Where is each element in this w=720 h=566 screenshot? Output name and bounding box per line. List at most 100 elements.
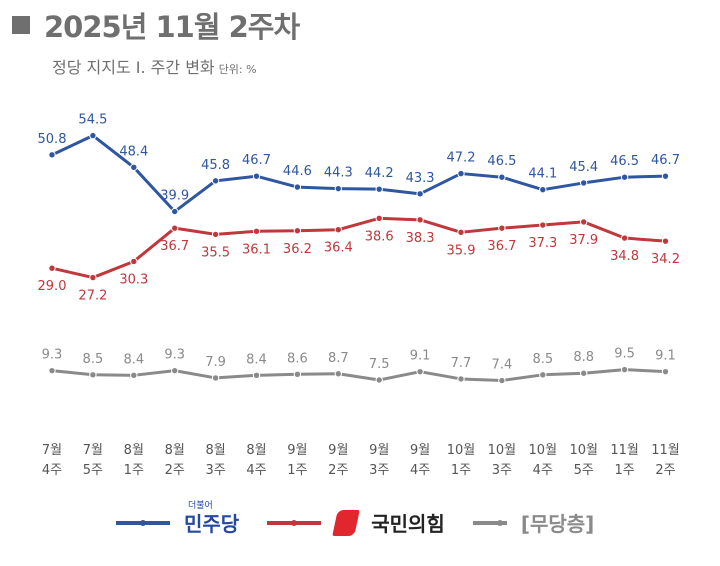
data-point bbox=[130, 257, 138, 266]
x-tick-label-week: 1주 bbox=[451, 463, 471, 478]
data-point bbox=[211, 177, 220, 185]
data-label: 36.4 bbox=[324, 241, 353, 256]
data-label: 50.8 bbox=[38, 132, 67, 147]
x-tick-label-month: 10월 bbox=[488, 443, 517, 458]
data-label: 46.5 bbox=[610, 154, 639, 169]
data-point bbox=[661, 237, 670, 245]
x-tick-label-week: 4주 bbox=[246, 463, 266, 478]
legend-line-ppp bbox=[267, 519, 322, 526]
square-bullet-icon bbox=[12, 16, 30, 34]
data-point bbox=[375, 214, 383, 222]
x-tick-label-week: 4주 bbox=[410, 463, 430, 478]
data-point bbox=[416, 367, 424, 376]
data-label: 44.2 bbox=[365, 166, 394, 181]
data-label: 8.8 bbox=[573, 350, 594, 365]
data-label: 44.1 bbox=[528, 167, 557, 182]
data-label: 27.2 bbox=[78, 289, 107, 304]
data-point bbox=[171, 224, 179, 232]
legend: 더불어 민주당 국민의힘 [무당층] bbox=[116, 501, 612, 537]
data-point bbox=[416, 216, 424, 224]
data-point bbox=[130, 371, 138, 380]
legend-label-none: [무당층] bbox=[520, 512, 595, 536]
series-line-1 bbox=[51, 216, 666, 280]
series-line-2 bbox=[51, 368, 666, 383]
data-point bbox=[580, 369, 588, 377]
x-tick-label-month: 10월 bbox=[569, 443, 598, 458]
series-line-0 bbox=[51, 134, 666, 214]
data-point bbox=[661, 367, 670, 376]
data-label: 29.0 bbox=[38, 279, 67, 294]
legend-line-none bbox=[472, 519, 507, 526]
data-point bbox=[89, 131, 97, 140]
x-tick-label-week: 2주 bbox=[655, 463, 675, 478]
data-label: 35.9 bbox=[447, 243, 476, 258]
data-label: 54.5 bbox=[78, 113, 107, 128]
x-tick-label-week: 2주 bbox=[165, 463, 185, 478]
data-label: 34.2 bbox=[651, 252, 680, 267]
x-tick-label-week: 3주 bbox=[492, 463, 512, 478]
data-point bbox=[620, 365, 629, 374]
data-point bbox=[661, 172, 670, 180]
data-point bbox=[620, 173, 629, 181]
data-point bbox=[293, 370, 302, 378]
data-label: 7.5 bbox=[369, 357, 390, 372]
data-point bbox=[375, 185, 383, 193]
data-label: 35.5 bbox=[201, 245, 230, 260]
data-point bbox=[539, 185, 547, 194]
data-point bbox=[293, 183, 302, 191]
x-tick-label-month: 9월 bbox=[287, 443, 307, 458]
data-label: 43.3 bbox=[406, 171, 435, 186]
data-point bbox=[48, 151, 56, 159]
data-point bbox=[580, 218, 588, 226]
data-label: 46.7 bbox=[651, 153, 680, 168]
data-point bbox=[498, 173, 506, 181]
data-label: 9.1 bbox=[410, 349, 431, 364]
data-label: 7.9 bbox=[205, 355, 226, 370]
data-label: 34.8 bbox=[610, 249, 639, 264]
legend-line-dem bbox=[116, 519, 170, 526]
data-label: 9.3 bbox=[42, 348, 63, 363]
data-point bbox=[89, 273, 97, 282]
data-label: 47.2 bbox=[447, 151, 476, 166]
title-text: 2025년 11월 2주차 bbox=[44, 10, 300, 44]
data-point bbox=[211, 230, 220, 239]
x-tick-label-month: 9월 bbox=[369, 443, 389, 458]
data-point bbox=[498, 376, 506, 385]
data-label: 37.9 bbox=[569, 233, 598, 248]
data-label: 8.6 bbox=[287, 351, 308, 366]
x-tick-label-month: 11월 bbox=[610, 443, 639, 458]
data-label: 8.4 bbox=[246, 352, 267, 367]
x-tick-label-month: 10월 bbox=[529, 443, 558, 458]
data-point bbox=[130, 163, 138, 172]
x-tick-label-week: 4주 bbox=[533, 463, 553, 478]
data-point bbox=[539, 221, 547, 229]
x-tick-label-week: 2주 bbox=[328, 463, 348, 478]
data-label: 36.1 bbox=[242, 242, 271, 257]
x-tick-label-month: 9월 bbox=[410, 443, 430, 458]
subtitle-text: 정당 지지도 Ⅰ. 주간 변화 bbox=[52, 58, 215, 77]
data-label: 9.3 bbox=[164, 348, 185, 363]
x-tick-label-month: 7월 bbox=[42, 443, 62, 458]
data-point bbox=[293, 227, 302, 235]
subtitle: 정당 지지도 Ⅰ. 주간 변화 단위: % bbox=[52, 54, 257, 78]
data-label: 7.4 bbox=[492, 358, 513, 373]
x-tick-label-week: 3주 bbox=[369, 463, 389, 478]
data-point bbox=[252, 371, 261, 380]
legend-label-ppp: 국민의힘 bbox=[371, 512, 445, 536]
data-point bbox=[620, 234, 629, 242]
data-label: 36.7 bbox=[487, 239, 516, 254]
data-label: 30.3 bbox=[119, 272, 148, 287]
data-label: 39.9 bbox=[160, 189, 189, 204]
data-point bbox=[252, 172, 261, 180]
x-tick-label-week: 1주 bbox=[124, 463, 144, 478]
data-label: 38.6 bbox=[365, 229, 394, 244]
data-label: 46.7 bbox=[242, 153, 271, 168]
data-point bbox=[580, 179, 588, 187]
data-point bbox=[211, 374, 220, 382]
x-tick-label-month: 10월 bbox=[447, 443, 476, 458]
data-label: 8.4 bbox=[123, 352, 144, 367]
x-tick-label-month: 8월 bbox=[205, 443, 225, 458]
data-label: 8.5 bbox=[83, 352, 104, 367]
data-label: 44.6 bbox=[283, 164, 312, 179]
